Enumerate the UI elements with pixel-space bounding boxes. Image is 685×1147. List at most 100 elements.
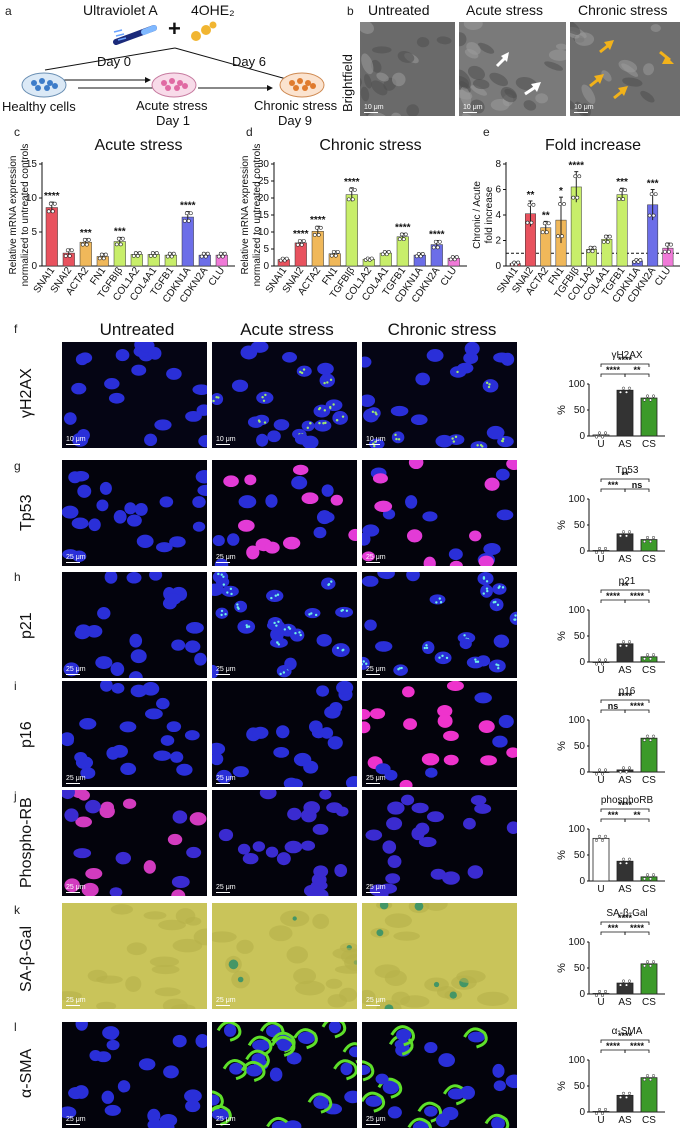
- nucleus: [393, 664, 408, 676]
- mini-y-tick-label: 50: [574, 850, 586, 861]
- nucleus: [75, 816, 92, 828]
- nucleus: [62, 505, 79, 519]
- nucleus: [223, 475, 239, 488]
- nucleus: [375, 763, 391, 775]
- nucleus: [362, 394, 376, 407]
- bf-acute-arrows: [495, 52, 541, 96]
- nucleus: [159, 496, 174, 508]
- nucleus: [506, 460, 517, 471]
- bf-image-untreated: 10 μm: [360, 22, 455, 116]
- foci: [277, 643, 281, 646]
- foci: [497, 666, 500, 670]
- significance-bracket: [600, 808, 650, 812]
- mini-y-label: %: [556, 741, 568, 751]
- micrograph-untreated: 25 μm: [62, 572, 207, 678]
- mini-y-tick-label: 0: [579, 989, 585, 1000]
- scale-bar-text: 25 μm: [216, 883, 236, 891]
- y-tick-label: 6: [495, 185, 501, 196]
- micrograph-canvas: [362, 572, 517, 676]
- scale-bar-text: 25 μm: [366, 1115, 386, 1123]
- data-point: [560, 234, 564, 239]
- data-point: [416, 252, 421, 256]
- micrograph-canvas: [362, 1025, 517, 1128]
- mini-data-point: [594, 993, 599, 998]
- data-point: [638, 258, 643, 262]
- nucleus: [327, 736, 343, 750]
- nucleus: [362, 575, 379, 587]
- panel-letter-l: l: [14, 1020, 17, 1034]
- stain-spot: [379, 903, 389, 910]
- nucleus: [478, 720, 495, 734]
- panel-letter-g: g: [14, 459, 21, 473]
- mini-data-point: [648, 398, 653, 402]
- bf-scale-acute: 10 μm: [463, 104, 483, 113]
- nucleus: [340, 1062, 353, 1076]
- mini-x-tick-label: U: [597, 439, 604, 450]
- mini-data-point: [642, 964, 647, 968]
- data-point: [167, 251, 172, 256]
- nucleus: [212, 1094, 220, 1106]
- scale-bar: 25 μm: [66, 883, 86, 893]
- actin-fiber: [321, 1022, 347, 1039]
- panel-letter-k: k: [14, 903, 20, 917]
- nucleus: [85, 867, 103, 880]
- nucleus: [102, 1026, 120, 1040]
- data-point: [350, 197, 355, 202]
- nucleus: [148, 346, 162, 360]
- nucleus: [172, 1034, 187, 1048]
- foci: [323, 381, 326, 385]
- nucleus: [115, 851, 132, 865]
- bf-cell: [463, 22, 483, 31]
- data-point: [82, 237, 87, 242]
- nucleus: [186, 846, 202, 859]
- nucleus: [482, 379, 499, 393]
- y-axis-label: Relative mRNA expressionnormalized to un…: [240, 144, 263, 287]
- nucleus: [321, 484, 334, 497]
- data-point: [133, 251, 138, 255]
- mini-data-point: [603, 768, 608, 772]
- mini-chart-title: phosphoRB: [601, 795, 654, 806]
- data-point: [399, 232, 404, 237]
- scale-bar: 25 μm: [66, 775, 86, 784]
- actin-fiber: [293, 1028, 318, 1050]
- day6-label: Day 6: [232, 54, 266, 69]
- nucleus: [292, 464, 309, 476]
- nucleus: [449, 560, 463, 566]
- scale-bar: 25 μm: [366, 775, 386, 784]
- nucleus: [212, 583, 224, 596]
- cell: [62, 991, 82, 1001]
- data-point: [667, 249, 671, 254]
- scale-bar-text: 25 μm: [66, 883, 86, 891]
- scale-bar: 25 μm: [216, 554, 236, 563]
- mini-y-tick-label: 100: [568, 824, 585, 835]
- data-point: [542, 221, 547, 226]
- mini-data-point: [642, 877, 647, 881]
- mini-data-point: [627, 979, 632, 983]
- nucleus: [106, 746, 120, 760]
- nucleus: [101, 1090, 115, 1104]
- mini-data-point: [624, 983, 629, 987]
- significance-bracket: [600, 921, 650, 925]
- mini-bar: [616, 389, 634, 437]
- bf-cell: [376, 72, 389, 82]
- foci: [294, 632, 297, 635]
- mini-data-point: [618, 644, 623, 648]
- nucleus: [314, 419, 332, 432]
- mini-data-point: [645, 960, 650, 964]
- row-label: SA-β-Gal: [18, 925, 35, 992]
- nucleus: [492, 583, 507, 595]
- significance-label: ****: [630, 591, 645, 601]
- mini-y-tick-label: 100: [568, 379, 585, 390]
- significance-bracket: [624, 373, 650, 377]
- nucleus: [71, 517, 89, 530]
- nucleus: [467, 865, 484, 879]
- data-point: [669, 242, 673, 247]
- data-point: [544, 230, 549, 235]
- mini-data-point: [618, 390, 623, 394]
- foci: [476, 444, 479, 447]
- panel-letter-b: b: [347, 4, 354, 18]
- nucleus: [486, 425, 505, 440]
- data-point: [103, 252, 108, 257]
- significance-label: ****: [618, 800, 633, 810]
